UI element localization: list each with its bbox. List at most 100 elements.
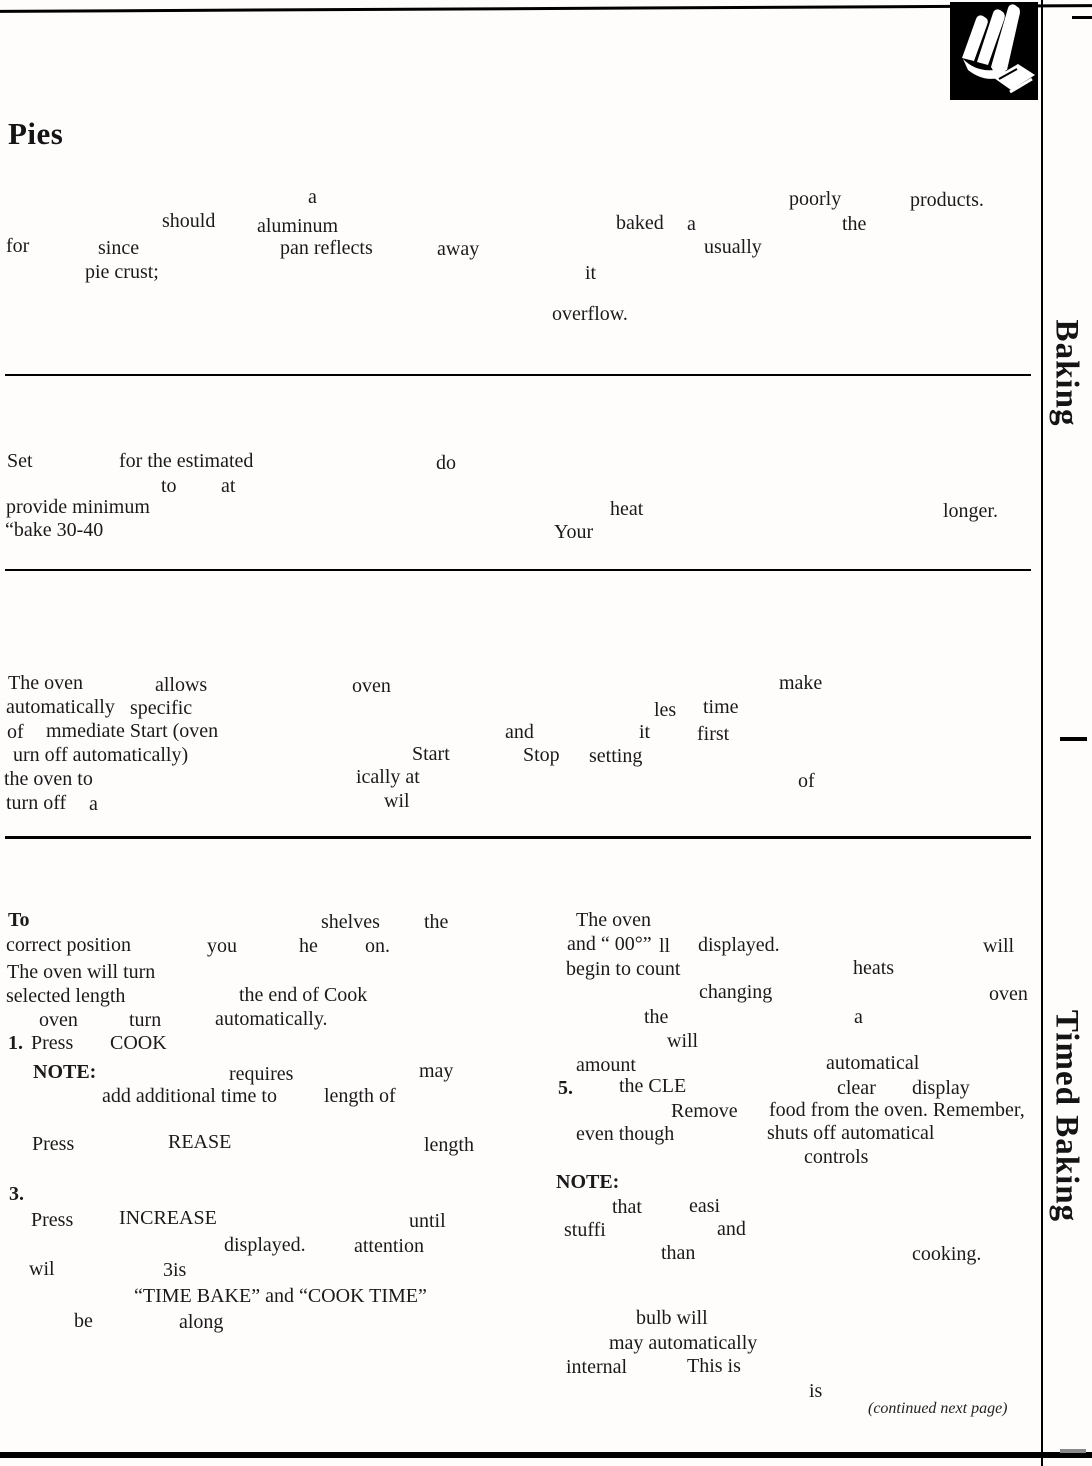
text-fragment: products. [910, 189, 984, 211]
text-fragment: oven [989, 983, 1028, 1005]
text-fragment: and [717, 1218, 746, 1240]
text-fragment: do [436, 452, 456, 474]
text-fragment: “TIME BAKE” and “COOK TIME” [134, 1285, 427, 1307]
text-fragment: This is [687, 1355, 741, 1377]
text-fragment: on. [365, 935, 390, 957]
text-fragment: Stop [523, 744, 560, 766]
text-fragment: may automatically [609, 1332, 758, 1354]
text-fragment: time [703, 696, 739, 718]
text-fragment: overflow. [552, 303, 628, 325]
text-fragment: and [505, 721, 534, 743]
text-fragment: longer. [943, 500, 998, 522]
text-fragment: a [89, 793, 98, 815]
text-fragment: displayed. [224, 1234, 306, 1256]
text-fragment: ll [659, 935, 671, 957]
text-fragment: away [437, 238, 480, 260]
text-fragment: The oven [8, 672, 83, 694]
text-fragment: 1. [8, 1032, 23, 1054]
text-fragment: stuffi [564, 1219, 606, 1241]
hand-pressing-button-icon [950, 2, 1038, 100]
text-fragment: heat [610, 498, 644, 520]
text-fragment: bulb will [636, 1307, 708, 1329]
text-fragment: Press [31, 1032, 74, 1054]
text-fragment: make [779, 672, 823, 694]
text-fragment: add additional time to [102, 1085, 277, 1107]
text-fragment: pie crust; [85, 261, 159, 283]
text-fragment: setting [589, 745, 643, 767]
text-fragment: The oven [576, 909, 651, 931]
text-fragment: of [7, 721, 24, 743]
text-fragment: 3. [9, 1183, 24, 1205]
text-fragment: that [612, 1196, 642, 1218]
text-fragment: at [221, 475, 236, 497]
text-fragment: 3is [163, 1259, 187, 1281]
text-fragment: should [162, 210, 216, 232]
text-fragment: wil [29, 1258, 55, 1280]
text-fragment: Set [7, 450, 33, 472]
text-fragment: amount [576, 1054, 636, 1076]
text-fragment: you [207, 935, 237, 957]
text-fragment: begin to count [566, 958, 681, 980]
top-right-dash [1072, 16, 1092, 19]
text-fragment: changing [699, 981, 773, 1003]
text-fragment: easi [689, 1195, 721, 1217]
section-divider-2 [5, 569, 1031, 571]
text-fragment: mmediate Start (oven [46, 720, 219, 742]
text-fragment: be [74, 1310, 93, 1332]
section-divider-3 [5, 836, 1031, 839]
text-fragment: REASE [168, 1131, 232, 1153]
text-fragment: for [6, 235, 30, 257]
section-divider-1 [5, 374, 1031, 376]
bottom-rule [0, 1452, 1092, 1458]
text-fragment: automatically. [215, 1008, 328, 1030]
text-fragment: baked [616, 212, 664, 234]
text-fragment: Press [31, 1209, 74, 1231]
top-rule [0, 4, 1092, 13]
text-fragment: Remove [671, 1100, 738, 1122]
text-fragment: NOTE: [33, 1061, 97, 1083]
margin-border [1041, 0, 1043, 1466]
text-fragment: will [667, 1030, 699, 1052]
text-fragment: allows [155, 674, 208, 696]
text-fragment: it [585, 262, 597, 284]
text-fragment: correct position [6, 934, 131, 956]
text-fragment: is [809, 1380, 823, 1402]
text-fragment: attention [354, 1235, 424, 1257]
text-fragment: “bake 30-40 [5, 519, 104, 541]
text-fragment: clear [837, 1077, 876, 1099]
margin-dash [1060, 737, 1087, 741]
text-fragment: along [179, 1311, 224, 1333]
text-fragment: oven [39, 1009, 78, 1031]
text-fragment: the [842, 213, 867, 235]
text-fragment: even though [576, 1123, 675, 1145]
text-fragment: heats [853, 957, 895, 979]
text-fragment: displayed. [698, 934, 780, 956]
text-fragment: INCREASE [119, 1207, 217, 1229]
section-tab-timed-baking: Timed Baking [1048, 1009, 1085, 1223]
text-fragment: until [409, 1210, 446, 1232]
text-fragment: since [98, 237, 140, 259]
text-fragment: he [299, 935, 318, 957]
text-fragment: will [983, 935, 1015, 957]
text-fragment: controls [804, 1146, 869, 1168]
text-fragment: cooking. [912, 1243, 982, 1265]
text-fragment: specific [130, 697, 193, 719]
text-fragment: length of [324, 1085, 396, 1107]
text-fragment: poorly [789, 188, 842, 210]
text-fragment: Start [412, 743, 450, 765]
text-fragment: Your [554, 521, 594, 543]
text-fragment: automatical [826, 1052, 920, 1074]
text-fragment: aluminum [257, 215, 339, 237]
text-fragment: the [644, 1006, 669, 1028]
text-fragment: the [424, 911, 449, 933]
text-fragment: provide minimum [6, 496, 150, 518]
text-fragment: to [161, 475, 177, 497]
text-fragment: a [687, 213, 696, 235]
text-fragment: requires [229, 1063, 294, 1085]
text-fragment: selected length [6, 985, 126, 1007]
text-fragment: oven [352, 675, 391, 697]
text-fragment: length [424, 1134, 474, 1156]
page-title: Pies [8, 116, 64, 151]
text-fragment: NOTE: [556, 1171, 620, 1193]
